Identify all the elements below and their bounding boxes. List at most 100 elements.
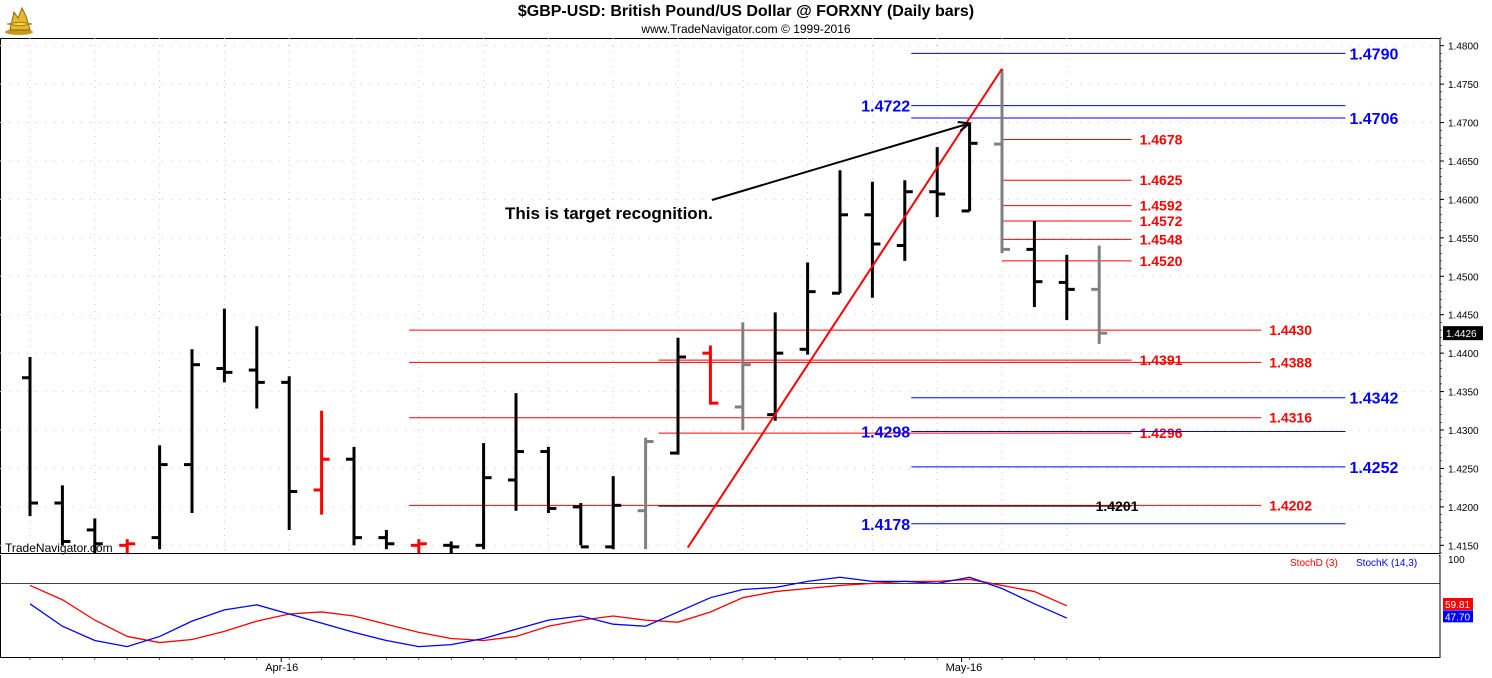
- ohlc-bar: [22, 356, 38, 517]
- blue-level-label: 1.4178: [861, 517, 910, 534]
- ohlc-bar: [281, 376, 298, 530]
- trendline: [686, 68, 1003, 549]
- red-level-label: 1.4391: [1140, 352, 1183, 368]
- price-axis-label: 1.4300: [1448, 426, 1479, 437]
- price-axis-label: 1.4150: [1448, 541, 1479, 552]
- red-level-label: 1.4572: [1140, 213, 1183, 229]
- price-axis-label: 1.4450: [1448, 311, 1479, 322]
- red-level-label: 1.4678: [1140, 131, 1183, 147]
- ohlc-bar: [637, 437, 654, 550]
- price-axis-label: 1.4800: [1448, 42, 1479, 53]
- red-level-label: 1.4548: [1140, 231, 1183, 247]
- ohlc-bar: [119, 539, 136, 553]
- blue-level-label: 1.4298: [861, 425, 910, 442]
- ohlc-bar: [896, 180, 913, 261]
- date-axis-label: May-16: [946, 662, 983, 674]
- annotation-arrow-head: [957, 121, 973, 132]
- stoch-series-line: [29, 576, 1068, 648]
- price-axis-label: 1.4200: [1448, 503, 1479, 514]
- stoch-series-line: [29, 578, 1068, 644]
- ohlc-bar: [508, 393, 524, 511]
- price-panel-frame: [0, 38, 1441, 658]
- chart-subtitle: www.TradeNavigator.com © 1999-2016: [641, 22, 851, 36]
- price-axis: 1.4800 1.4750 1.4700 1.4650 1.4600 1.4550 1.45…: [1439, 37, 1483, 554]
- ohlc-bar: [702, 345, 719, 405]
- ohlc-bar: [799, 262, 816, 355]
- red-level-label: 1.4520: [1140, 253, 1183, 269]
- red-level-label: 1.4388: [1269, 354, 1312, 370]
- ohlc-bars: [22, 68, 1108, 553]
- ohlc-bar: [151, 445, 168, 550]
- stoch-legend-k: StochK (14,3): [1356, 558, 1417, 569]
- ohlc-bar: [734, 322, 751, 431]
- ohlc-bar: [572, 503, 589, 549]
- ohlc-bar: [670, 337, 686, 455]
- blue-level-label: 1.4722: [861, 99, 910, 116]
- ohlc-bar: [313, 410, 330, 515]
- blue-level-label: 1.4790: [1349, 46, 1398, 63]
- red-level-label: 1.4592: [1140, 198, 1183, 214]
- date-axis: Apr-16 May-16: [29, 657, 1100, 674]
- ohlc-bar: [378, 529, 395, 550]
- price-axis-label: 1.4500: [1448, 272, 1479, 283]
- ohlc-bar: [1058, 254, 1075, 321]
- price-panel-border: [0, 38, 1441, 554]
- ohlc-bar: [540, 446, 557, 514]
- price-axis-label: 1.4600: [1448, 195, 1479, 206]
- ohlc-bar: [994, 68, 1010, 254]
- stoch-k-last-box: [1443, 610, 1473, 623]
- blue-level-label: 1.4342: [1349, 391, 1398, 408]
- black-level-label: 1.4201: [1096, 498, 1139, 514]
- price-axis-label: 1.4400: [1448, 349, 1479, 360]
- price-axis-label: 1.4700: [1448, 119, 1479, 130]
- price-axis-label: 1.4350: [1448, 388, 1479, 399]
- ohlc-bar: [86, 518, 103, 553]
- ohlc-bar: [346, 446, 362, 546]
- price-axis-label: 1.4750: [1448, 80, 1479, 91]
- ohlc-bar: [443, 541, 460, 553]
- blue-level-label: 1.4252: [1349, 460, 1398, 477]
- annotation-text: This is target recognition.: [505, 204, 713, 223]
- ohlc-bar: [410, 539, 427, 553]
- stoch-d-last-box: [1443, 597, 1473, 610]
- stoch-d-last-label: 59.81: [1445, 600, 1470, 611]
- last-price-box: [1443, 326, 1483, 341]
- red-level-label: 1.4202: [1269, 497, 1312, 513]
- blue-level-label: 1.4706: [1349, 111, 1398, 128]
- tradenavigator-logo-icon: [2, 2, 36, 36]
- stoch-k-last-label: 47.70: [1445, 612, 1470, 623]
- last-price-label: 1.4426: [1446, 329, 1477, 340]
- stoch-panel-border: [0, 555, 1441, 658]
- ohlc-bar: [961, 124, 978, 213]
- ohlc-bar: [216, 308, 233, 383]
- ohlc-bar: [1026, 220, 1043, 308]
- ohlc-bar: [864, 181, 881, 298]
- red-level-label: 1.4316: [1269, 410, 1312, 426]
- ohlc-bar: [475, 443, 492, 550]
- red-level-label: 1.4296: [1140, 425, 1183, 441]
- ohlc-bar: [184, 349, 200, 514]
- red-level-label: 1.4430: [1269, 322, 1312, 338]
- ohlc-bar: [929, 147, 946, 218]
- ohlc-bar: [832, 170, 848, 295]
- price-axis-label: 1.4250: [1448, 464, 1479, 475]
- stoch-axis-label: 100: [1448, 555, 1465, 566]
- ohlc-bar: [54, 485, 71, 546]
- date-axis-label: Apr-16: [265, 662, 298, 674]
- stoch-legend-d: StochD (3): [1290, 558, 1338, 569]
- annotation-overlay: This is target recognition. TradeNavigato…: [5, 68, 1003, 555]
- watermark-text: TradeNavigator.com: [5, 541, 113, 555]
- ohlc-bar: [248, 326, 265, 409]
- chart-header: $GBP-USD: British Pound/US Dollar @ FORX…: [0, 0, 1492, 38]
- chart-title: $GBP-USD: British Pound/US Dollar @ FORX…: [517, 3, 975, 20]
- annotation-arrow-line: [711, 122, 970, 201]
- ohlc-bar: [605, 476, 622, 550]
- price-axis-label: 1.4550: [1448, 234, 1479, 245]
- ohlc-bar: [1091, 245, 1108, 344]
- price-axis-label: 1.4650: [1448, 157, 1479, 168]
- panel-separator: [1, 554, 1439, 556]
- red-level-label: 1.4625: [1140, 172, 1183, 188]
